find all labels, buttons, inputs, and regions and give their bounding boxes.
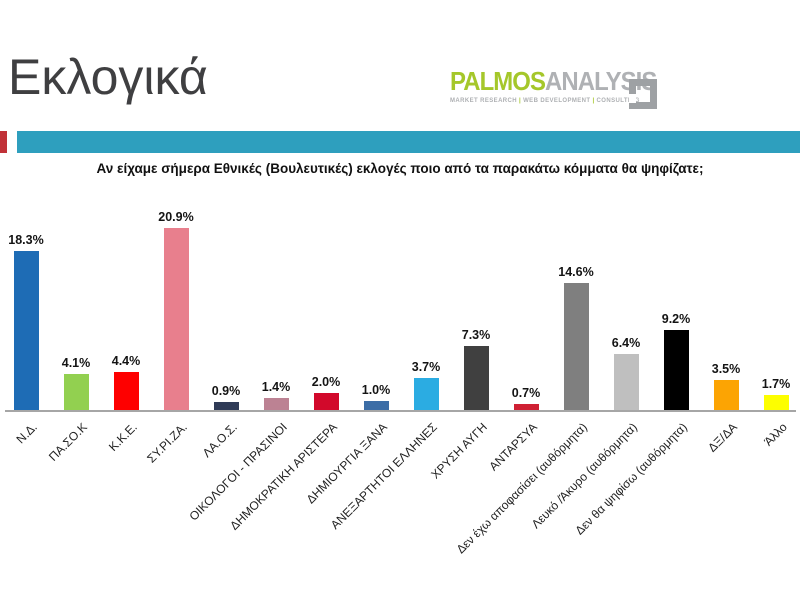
bar (613, 354, 639, 410)
logo-tagline: MARKET RESEARCH | WEB DEVELOPMENT | CONSULTI… (450, 98, 680, 104)
palmos-logo: PALMOSANALYSIS MARKET RESEARCH | WEB DEVEL… (450, 66, 680, 109)
bar (463, 346, 489, 410)
bar (763, 395, 789, 410)
bar-value-label: 7.3% (461, 328, 491, 342)
chart-title: Αν είχαμε σήμερα Εθνικές (Βουλευτικές) ε… (96, 161, 704, 176)
logo-tagline-separator: | (519, 98, 522, 104)
page-title: Εκλογικά (8, 49, 208, 105)
bar (113, 372, 139, 410)
bar-value-label: 1.7% (761, 377, 791, 391)
bar-value-label: 1.4% (261, 380, 291, 394)
bar (713, 380, 739, 410)
logo-brand-primary: PALMOS (450, 66, 546, 96)
bar-value-label: 4.4% (111, 354, 141, 368)
bar-value-label: 3.7% (411, 360, 441, 374)
bar (313, 393, 339, 410)
bar (213, 402, 239, 410)
bar-value-label: 14.6% (558, 265, 594, 279)
bar-value-label: 18.3% (8, 233, 44, 247)
logo-tagline-item: WEB DEVELOPMENT (523, 98, 591, 104)
logo-bracket-icon (629, 79, 657, 109)
bar (13, 251, 39, 410)
bar (163, 228, 189, 410)
bar-value-label: 4.1% (61, 356, 91, 370)
logo-bracket-notch (629, 94, 636, 103)
logo-tagline-separator: | (592, 98, 595, 104)
bar-value-label: 3.5% (711, 362, 741, 376)
bar (563, 283, 589, 410)
bar-value-label: 6.4% (611, 336, 641, 350)
accent-bar (17, 131, 800, 153)
bar (513, 404, 539, 410)
bar-value-label: 0.9% (211, 384, 241, 398)
x-axis-line (5, 410, 796, 412)
bar (63, 374, 89, 410)
bar (363, 401, 389, 410)
bar-value-label: 0.7% (511, 386, 541, 400)
bar-value-label: 9.2% (661, 312, 691, 326)
bar-value-label: 20.9% (158, 210, 194, 224)
bar (263, 398, 289, 410)
logo-tagline-item: MARKET RESEARCH (450, 98, 518, 104)
bar-value-label: 2.0% (311, 375, 341, 389)
bar (413, 378, 439, 410)
bar (663, 330, 689, 410)
accent-square (0, 131, 7, 153)
bar-value-label: 1.0% (361, 383, 391, 397)
bar-chart: 18.3% Ν.Δ. 4.1% ΠΑ.ΣΟ.Κ 4.4% Κ.Κ.Ε. 20.9% ΣΥ.ΡΙ… (0, 185, 800, 600)
logo-tagline-item: CONSULTING (596, 98, 640, 104)
